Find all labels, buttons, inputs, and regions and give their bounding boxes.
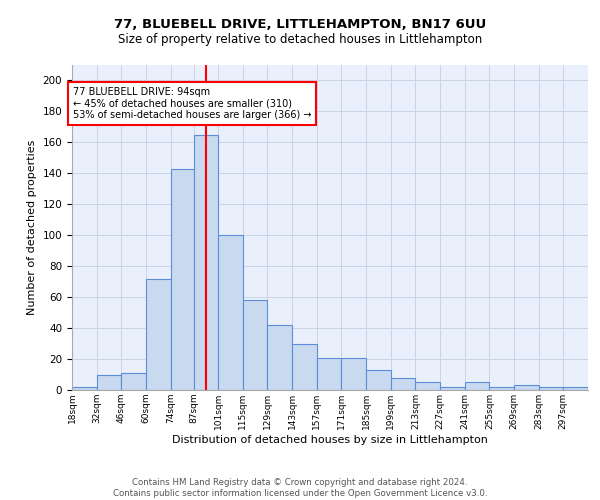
Bar xyxy=(121,373,146,390)
Bar xyxy=(243,300,268,390)
Text: 77 BLUEBELL DRIVE: 94sqm
← 45% of detached houses are smaller (310)
53% of semi-: 77 BLUEBELL DRIVE: 94sqm ← 45% of detach… xyxy=(73,86,311,120)
Text: 77, BLUEBELL DRIVE, LITTLEHAMPTON, BN17 6UU: 77, BLUEBELL DRIVE, LITTLEHAMPTON, BN17 … xyxy=(114,18,486,30)
Bar xyxy=(72,387,97,390)
Text: Contains HM Land Registry data © Crown copyright and database right 2024.
Contai: Contains HM Land Registry data © Crown c… xyxy=(113,478,487,498)
Bar xyxy=(490,387,514,390)
Bar xyxy=(170,168,194,390)
Text: Size of property relative to detached houses in Littlehampton: Size of property relative to detached ho… xyxy=(118,34,482,46)
Bar xyxy=(268,325,292,390)
Bar xyxy=(563,387,588,390)
Bar xyxy=(514,386,539,390)
Bar xyxy=(366,370,391,390)
Bar xyxy=(415,382,440,390)
Bar xyxy=(146,278,170,390)
Bar xyxy=(341,358,366,390)
X-axis label: Distribution of detached houses by size in Littlehampton: Distribution of detached houses by size … xyxy=(172,434,488,444)
Bar xyxy=(317,358,341,390)
Bar xyxy=(440,387,465,390)
Bar xyxy=(391,378,415,390)
Bar xyxy=(218,235,243,390)
Y-axis label: Number of detached properties: Number of detached properties xyxy=(27,140,37,315)
Bar xyxy=(97,374,121,390)
Bar xyxy=(194,134,218,390)
Bar xyxy=(292,344,317,390)
Bar xyxy=(465,382,490,390)
Bar xyxy=(539,387,563,390)
